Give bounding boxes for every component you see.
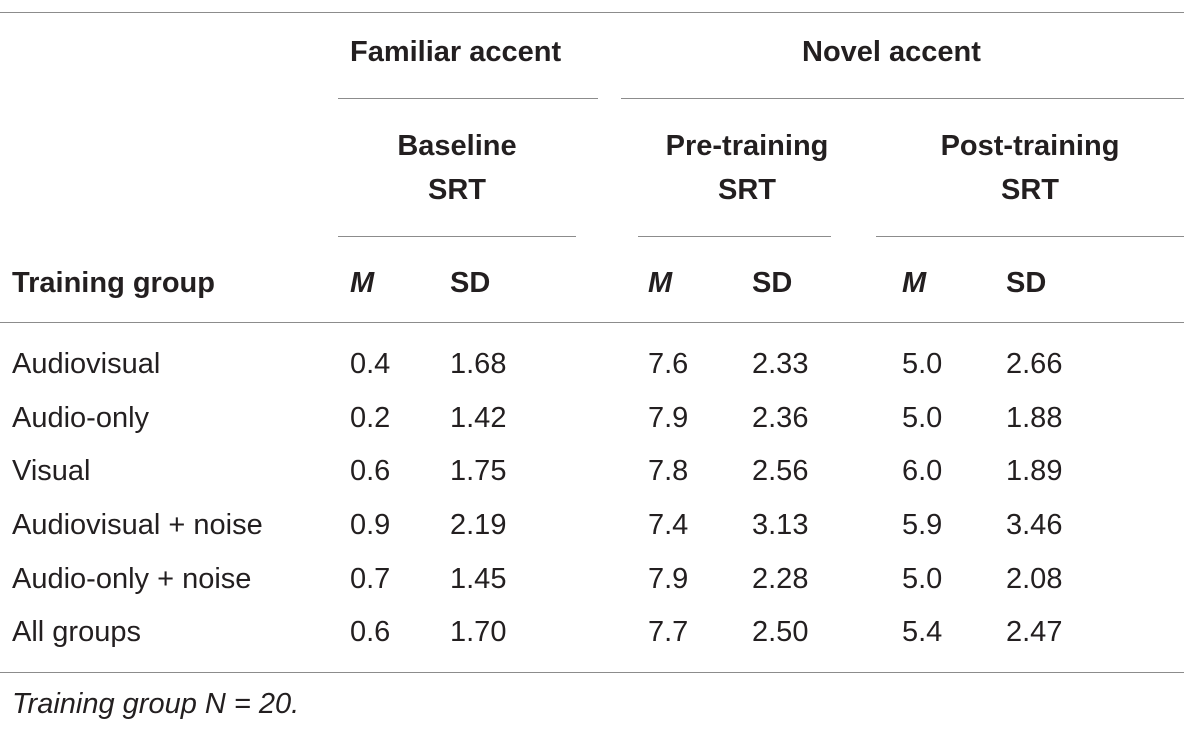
baseline-m-value: 0.2 — [350, 402, 391, 434]
pre-sd-value: 2.28 — [752, 563, 809, 595]
baseline-sd-value: 1.68 — [450, 348, 507, 380]
post-m-value: 5.4 — [902, 616, 943, 648]
baseline-rule — [338, 236, 576, 237]
pre-sd-value: 2.36 — [752, 402, 809, 434]
row-group-label: Audio-only — [12, 402, 150, 434]
header-post-training-srt: Post-training SRT — [920, 124, 1140, 212]
header-post-line2: SRT — [1001, 174, 1059, 206]
header-baseline-line1: Baseline — [397, 130, 517, 162]
row-group-label: Audio-only + noise — [12, 563, 252, 595]
baseline-sd-value: 1.75 — [450, 455, 507, 487]
post-training-rule — [876, 236, 1184, 237]
post-sd-value: 2.08 — [1006, 563, 1063, 595]
column-header-pre-sd: SD — [752, 267, 793, 299]
post-m-value: 5.0 — [902, 348, 943, 380]
header-familiar-accent: Familiar accent — [350, 36, 562, 68]
header-post-line1: Post-training — [940, 130, 1120, 162]
pre-m-value: 7.7 — [648, 616, 689, 648]
header-baseline-line2: SRT — [428, 174, 486, 206]
post-m-value: 5.9 — [902, 509, 943, 541]
baseline-sd-value: 1.70 — [450, 616, 507, 648]
header-pre-line1: Pre-training — [665, 130, 829, 162]
baseline-sd-value: 1.42 — [450, 402, 507, 434]
familiar-accent-rule — [338, 98, 598, 99]
header-pre-line2: SRT — [718, 174, 776, 206]
row-group-label: All groups — [12, 616, 141, 648]
header-pre-training-srt: Pre-training SRT — [638, 124, 856, 212]
table-top-rule — [0, 12, 1184, 13]
table-footnote: Training group N = 20. — [12, 688, 300, 720]
column-header-baseline-m: M — [350, 267, 375, 299]
column-header-baseline-sd: SD — [450, 267, 491, 299]
header-bottom-rule — [0, 322, 1184, 323]
column-header-pre-m: M — [648, 267, 673, 299]
baseline-m-value: 0.6 — [350, 616, 391, 648]
post-m-value: 6.0 — [902, 455, 943, 487]
post-m-value: 5.0 — [902, 563, 943, 595]
row-group-label: Visual — [12, 455, 91, 487]
baseline-m-value: 0.7 — [350, 563, 391, 595]
header-novel-accent: Novel accent — [802, 36, 981, 68]
column-header-training-group: Training group — [12, 267, 215, 299]
header-baseline-srt: Baseline SRT — [338, 124, 576, 212]
column-header-post-sd: SD — [1006, 267, 1047, 299]
pre-sd-value: 2.56 — [752, 455, 809, 487]
row-group-label: Audiovisual — [12, 348, 161, 380]
pre-sd-value: 2.50 — [752, 616, 809, 648]
baseline-m-value: 0.9 — [350, 509, 391, 541]
post-sd-value: 2.47 — [1006, 616, 1063, 648]
pre-sd-value: 3.13 — [752, 509, 809, 541]
pre-m-value: 7.8 — [648, 455, 689, 487]
post-sd-value: 1.89 — [1006, 455, 1063, 487]
pre-m-value: 7.6 — [648, 348, 689, 380]
post-m-value: 5.0 — [902, 402, 943, 434]
baseline-sd-value: 2.19 — [450, 509, 507, 541]
novel-accent-rule — [621, 98, 1184, 99]
pre-m-value: 7.9 — [648, 563, 689, 595]
column-header-post-m: M — [902, 267, 927, 299]
pre-m-value: 7.4 — [648, 509, 689, 541]
post-sd-value: 1.88 — [1006, 402, 1063, 434]
table-bottom-rule — [0, 672, 1184, 673]
baseline-sd-value: 1.45 — [450, 563, 507, 595]
row-group-label: Audiovisual + noise — [12, 509, 263, 541]
baseline-m-value: 0.4 — [350, 348, 391, 380]
baseline-m-value: 0.6 — [350, 455, 391, 487]
pre-m-value: 7.9 — [648, 402, 689, 434]
post-sd-value: 3.46 — [1006, 509, 1063, 541]
pre-training-rule — [638, 236, 831, 237]
post-sd-value: 2.66 — [1006, 348, 1063, 380]
pre-sd-value: 2.33 — [752, 348, 809, 380]
